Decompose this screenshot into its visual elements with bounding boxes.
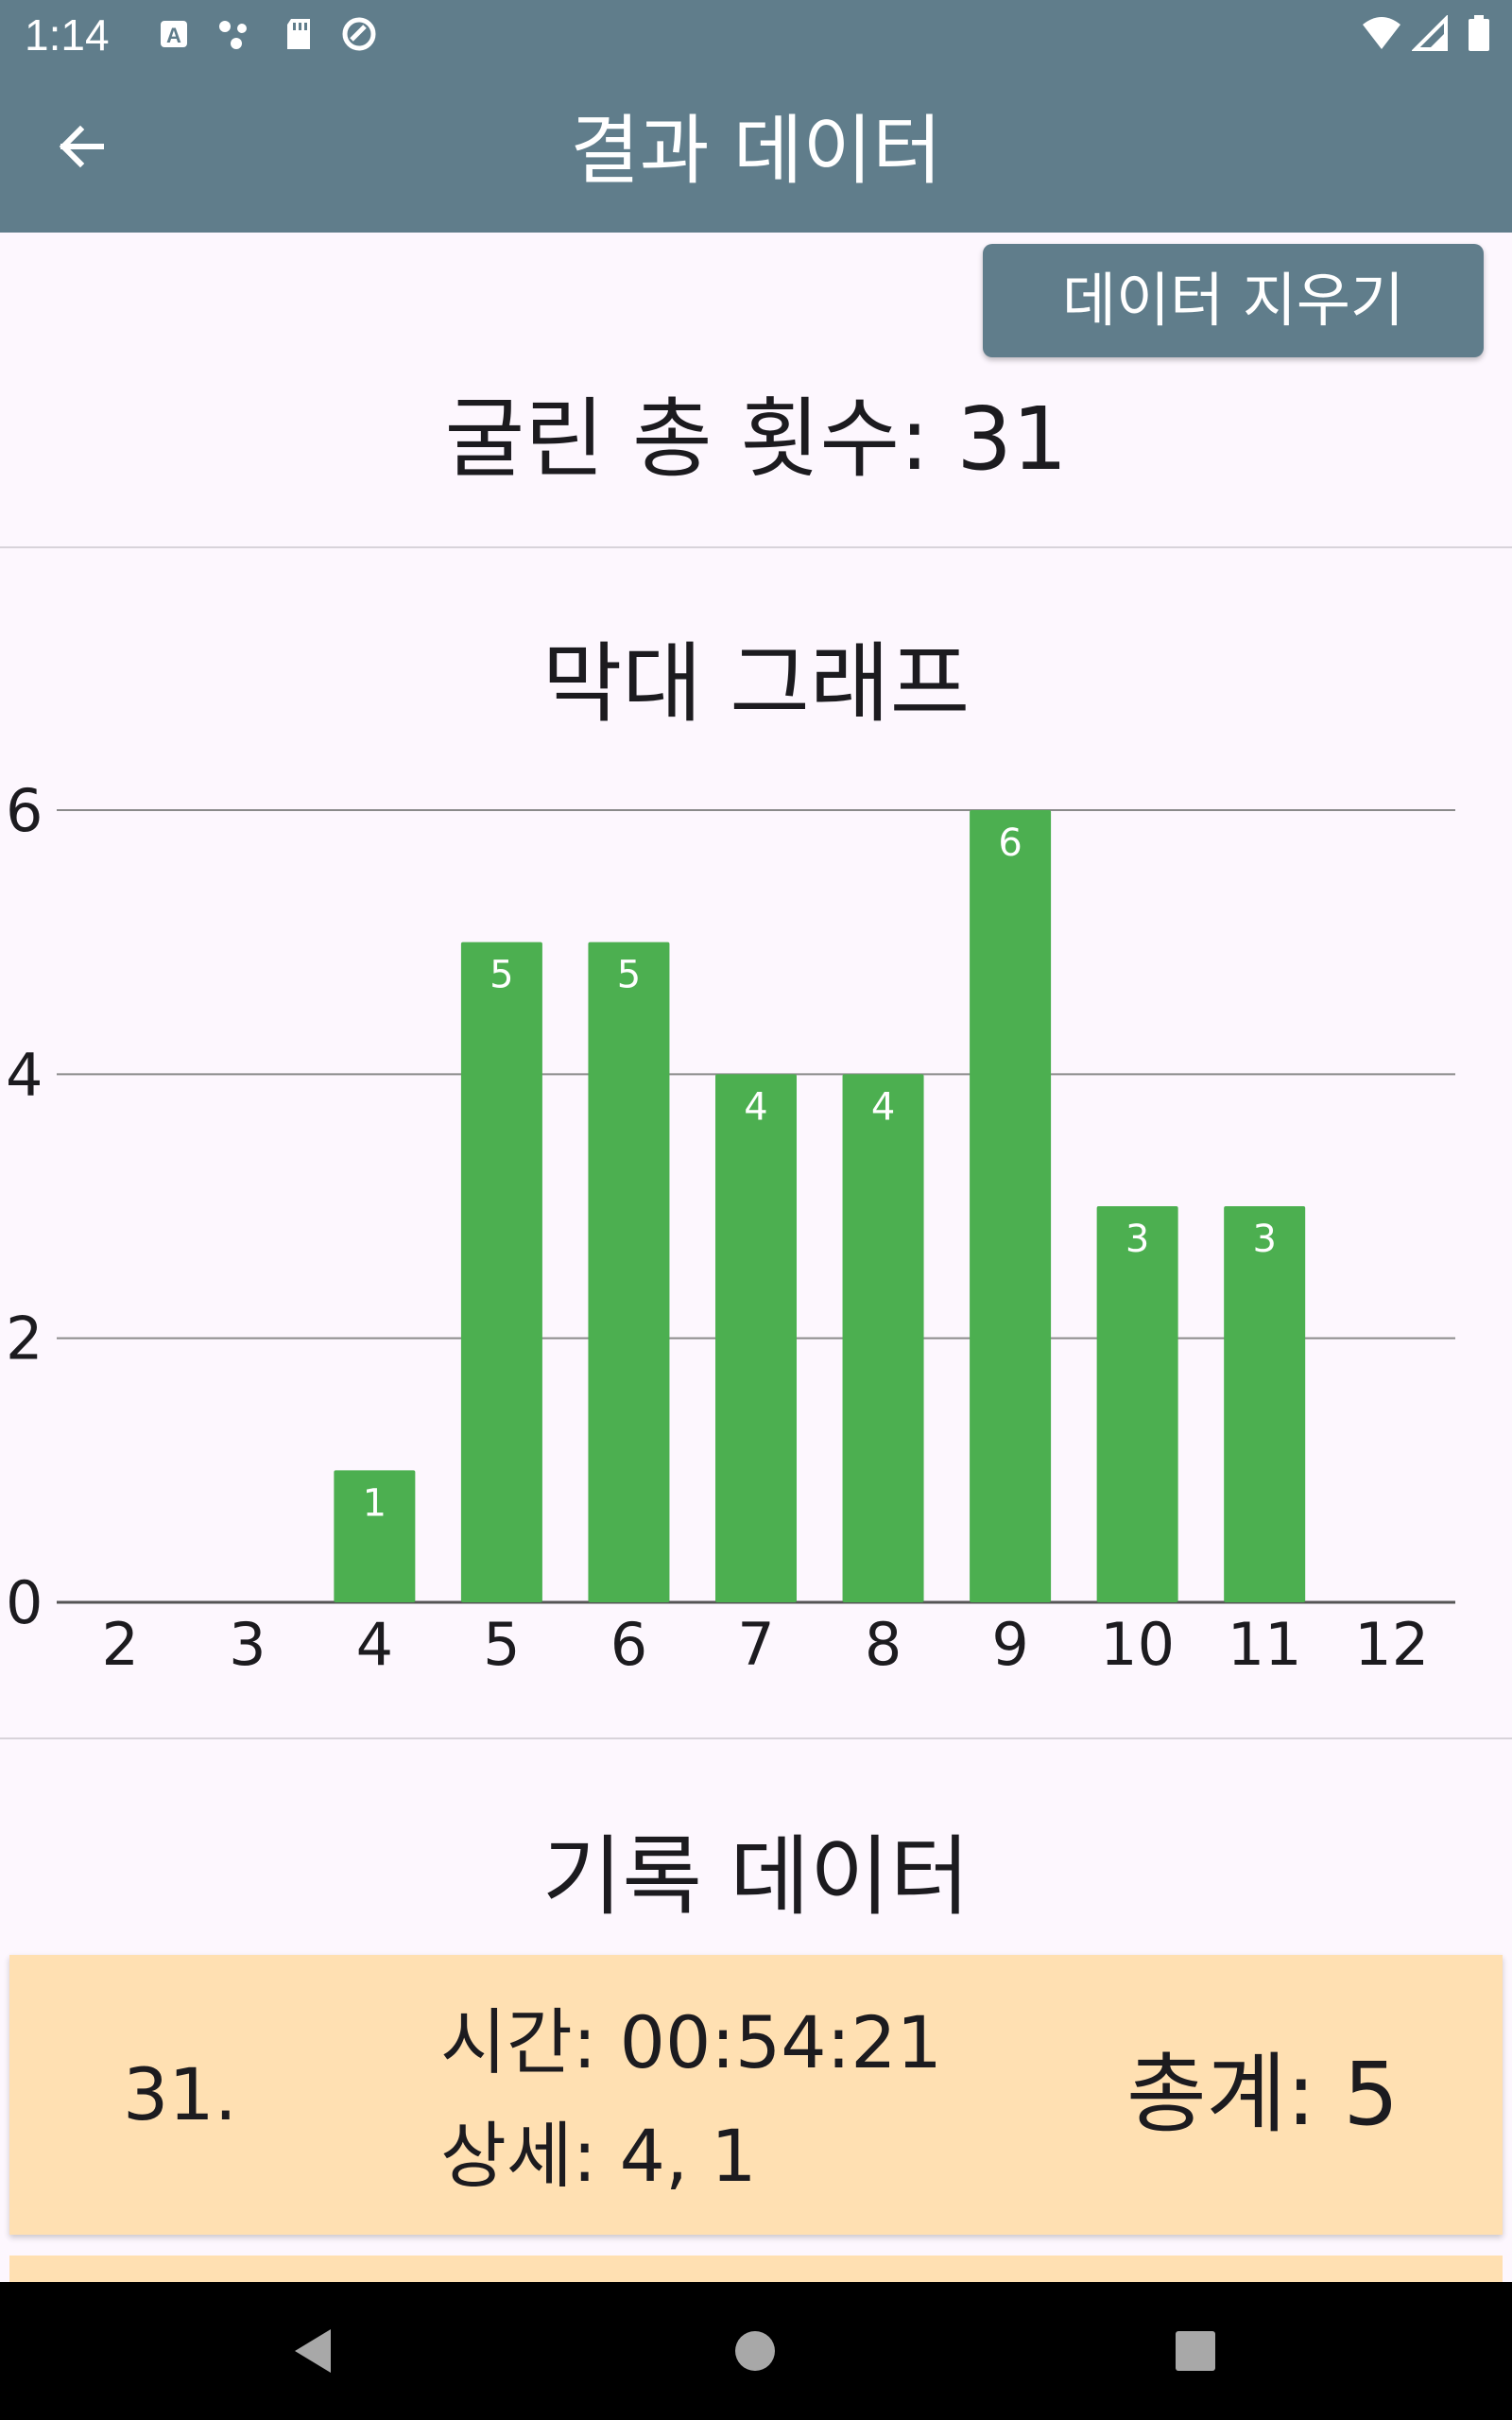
bar-value-label: 4 <box>744 1085 767 1129</box>
x-tick-label: 11 <box>1228 1610 1302 1679</box>
x-tick-label: 4 <box>356 1610 393 1679</box>
sync-icon <box>340 15 378 53</box>
signal-icon <box>1411 14 1450 53</box>
nav-back-button[interactable] <box>270 2308 355 2394</box>
bar-chart-title: 막대 그래프 <box>541 633 971 735</box>
x-tick-label: 12 <box>1354 1610 1429 1679</box>
bar <box>460 942 542 1602</box>
x-tick-label: 5 <box>483 1610 520 1679</box>
battery-icon <box>1467 15 1491 53</box>
sd-card-icon <box>280 15 318 53</box>
dots-icon <box>215 15 253 53</box>
bar-value-label: 6 <box>998 821 1022 865</box>
page-title: 결과 데이터 <box>570 107 942 195</box>
y-tick-label: 4 <box>6 1040 43 1109</box>
records-title: 기록 데이터 <box>541 1826 971 1927</box>
record-card-partial[interactable] <box>9 2256 1503 2284</box>
a-badge-icon: A <box>155 15 193 53</box>
bar-value-label: 3 <box>1125 1218 1149 1261</box>
clear-data-button[interactable]: 데이터 지우기 <box>983 244 1484 357</box>
x-tick-label: 2 <box>102 1610 139 1679</box>
bar-value-label: 1 <box>363 1481 387 1525</box>
status-time: 1:14 <box>25 10 110 60</box>
back-button[interactable] <box>38 104 123 189</box>
bar <box>842 1074 924 1602</box>
record-total: 총계: 5 <box>1125 2044 1399 2145</box>
record-detail: 상세: 4, 1 <box>440 2114 757 2198</box>
bar-value-label: 4 <box>871 1085 895 1129</box>
x-tick-label: 9 <box>991 1610 1028 1679</box>
record-card[interactable]: 31. 시간: 00:54:21 상세: 4, 1 총계: 5 <box>9 1955 1503 2235</box>
wifi-icon <box>1361 15 1400 53</box>
divider <box>0 546 1512 548</box>
app-bar: 결과 데이터 <box>0 70 1512 233</box>
bar <box>588 942 670 1602</box>
status-bar: 1:14 A <box>0 0 1512 70</box>
x-tick-label: 10 <box>1100 1610 1175 1679</box>
svg-text:A: A <box>166 24 181 47</box>
nav-recents-button[interactable] <box>1153 2308 1238 2394</box>
triangle-back-icon <box>295 2329 331 2373</box>
square-recents-icon <box>1176 2331 1215 2371</box>
record-time: 시간: 00:54:21 <box>440 2000 942 2084</box>
y-tick-label: 2 <box>6 1305 43 1374</box>
circle-home-icon <box>735 2331 775 2371</box>
bar <box>1224 1206 1306 1602</box>
divider <box>0 1737 1512 1739</box>
bar-value-label: 5 <box>617 954 641 997</box>
y-tick-label: 0 <box>6 1568 43 1637</box>
x-tick-label: 8 <box>865 1610 902 1679</box>
record-index: 31. <box>123 2052 237 2136</box>
navigation-bar <box>0 2282 1512 2420</box>
bar-value-label: 3 <box>1252 1218 1276 1261</box>
bar <box>1096 1206 1178 1602</box>
x-tick-label: 6 <box>610 1610 647 1679</box>
y-tick-label: 6 <box>6 776 43 845</box>
total-rolls-text: 굴린 총 횟수: 31 <box>444 389 1068 490</box>
bar <box>334 1470 416 1602</box>
x-tick-label: 7 <box>737 1610 774 1679</box>
bar <box>970 810 1052 1602</box>
arrow-left-icon <box>59 125 104 168</box>
nav-home-button[interactable] <box>713 2308 798 2394</box>
bar <box>715 1074 797 1602</box>
bar-value-label: 5 <box>490 954 513 997</box>
x-tick-label: 3 <box>229 1610 266 1679</box>
